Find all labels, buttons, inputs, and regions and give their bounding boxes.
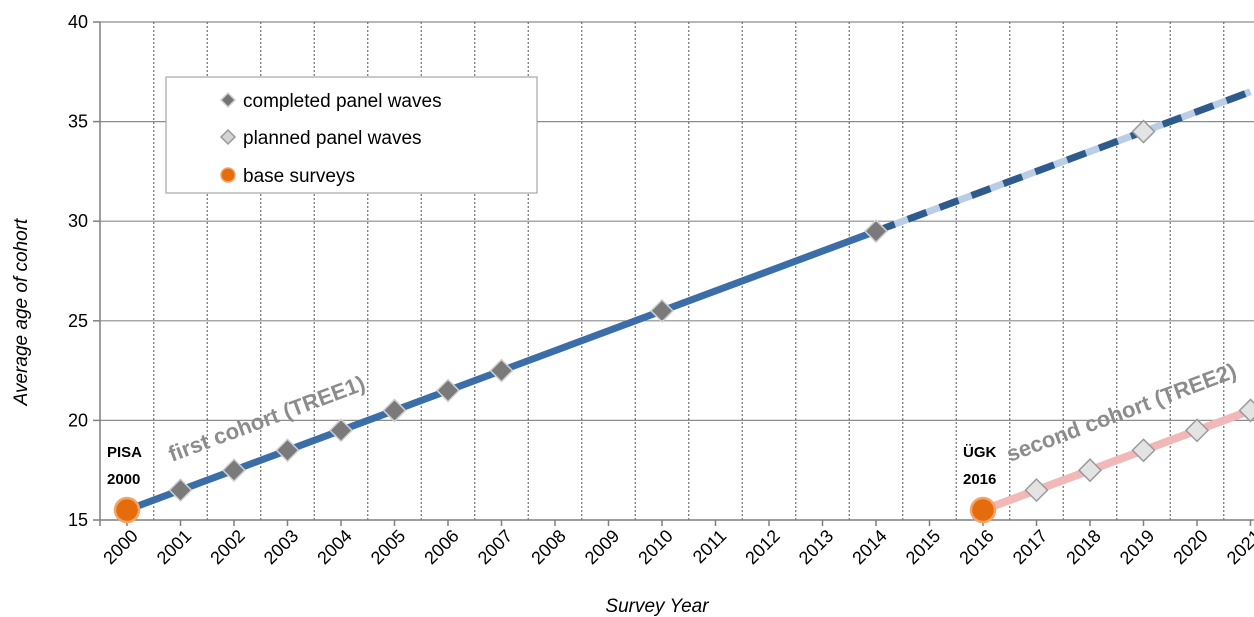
x-tick-label: 2019: [1116, 526, 1158, 568]
second-cohort-label: second cohort (TREE2): [1003, 358, 1240, 467]
x-tick-label: 2015: [902, 526, 944, 568]
x-tick-label: 2007: [474, 526, 516, 568]
x-tick-label: 2017: [1009, 526, 1051, 568]
x-tick-label: 2012: [741, 526, 783, 568]
first-cohort-projection-band: [874, 88, 1252, 235]
x-tick-label: 2010: [634, 526, 676, 568]
planned-wave-marker: [1184, 418, 1210, 443]
legend-label: planned panel waves: [243, 128, 422, 149]
y-tick-label: 35: [68, 112, 88, 132]
completed-wave-marker: [275, 438, 300, 463]
data-markers: [113, 119, 1254, 524]
y-axis-title: Average age of cohort: [11, 218, 32, 406]
x-tick-label: 2020: [1169, 526, 1211, 568]
base-survey-annotation: 2000: [107, 471, 140, 488]
legend-label: completed panel waves: [243, 91, 442, 112]
completed-wave-marker: [863, 219, 889, 244]
completed-wave-marker: [168, 478, 193, 503]
planned-wave-marker: [1077, 458, 1103, 483]
x-tick-label: 2005: [367, 526, 409, 568]
legend-completed-icon: [219, 91, 237, 109]
x-tick-label: 2016: [955, 526, 997, 568]
completed-wave-marker: [382, 398, 407, 423]
planned-wave-marker: [1131, 119, 1156, 144]
legend-base-survey-icon: [220, 167, 236, 183]
legend: completed panel waves planned panel waves…: [165, 76, 538, 194]
x-tick-label: 2013: [795, 526, 837, 568]
completed-wave-marker: [489, 358, 514, 383]
first-cohort-label: first cohort (TREE1): [165, 370, 368, 466]
x-tick-label: 2011: [689, 526, 731, 568]
chart-labels: PISA 2000 ÜGK 2016 first cohort (TREE1) secon…: [107, 358, 1240, 488]
y-tick-label: 25: [68, 311, 88, 331]
completed-wave-marker: [649, 298, 675, 323]
grid: [100, 21, 1254, 520]
base-survey-annotation: ÜGK: [963, 444, 997, 461]
base-survey-marker: [969, 496, 997, 524]
legend-planned-icon: [219, 128, 237, 146]
base-survey-annotation: PISA: [107, 444, 142, 461]
x-tick-label: 2004: [313, 526, 355, 568]
legend-label: base surveys: [243, 166, 355, 187]
x-tick-label: 2014: [848, 526, 890, 568]
completed-wave-marker: [221, 458, 247, 483]
x-tick-label: 2008: [527, 526, 569, 568]
x-axis-title: Survey Year: [605, 596, 709, 617]
y-tick-label: 30: [68, 211, 88, 231]
base-survey-marker: [113, 496, 141, 524]
x-tick-label: 2000: [99, 526, 141, 568]
x-tick-label: 2021: [1223, 526, 1254, 568]
x-tick-label: 2001: [153, 526, 195, 568]
y-tick-label: 40: [68, 12, 88, 32]
planned-wave-marker: [1238, 398, 1254, 423]
planned-wave-marker: [1131, 438, 1156, 463]
second-cohort-line: [981, 406, 1252, 514]
completed-wave-marker: [328, 418, 354, 443]
y-tick-label: 20: [68, 410, 88, 430]
x-tick-label: 2009: [581, 526, 623, 568]
planned-wave-marker: [1024, 478, 1049, 503]
x-tick-label: 2006: [420, 526, 462, 568]
base-survey-annotation: 2016: [963, 471, 996, 488]
completed-wave-marker: [435, 378, 461, 403]
x-tick-label: 2002: [206, 526, 248, 568]
x-tick-label: 2018: [1062, 526, 1104, 568]
x-tick-label: 2003: [260, 526, 302, 568]
y-tick-label: 15: [68, 510, 88, 530]
